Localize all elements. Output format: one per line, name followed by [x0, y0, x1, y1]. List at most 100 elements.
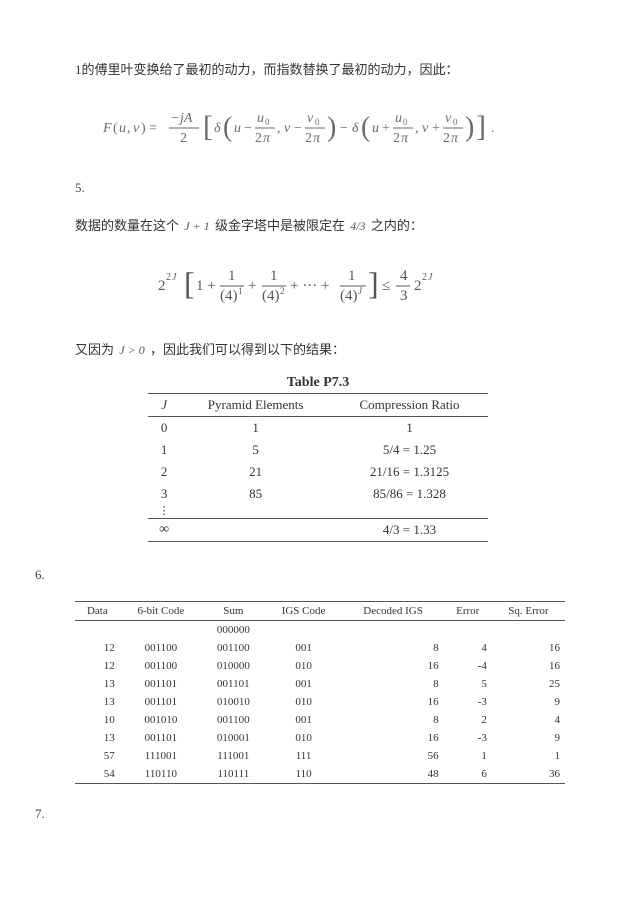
svg-text:v: v	[422, 121, 429, 136]
table-cell: 5	[444, 675, 492, 693]
table-cell: 010	[265, 729, 343, 747]
table-cell: 1	[180, 417, 331, 440]
table-cell: 4/3 = 1.33	[331, 518, 488, 541]
svg-text:2: 2	[414, 278, 422, 294]
table-row: 571110011110011115611	[75, 747, 565, 765]
col-data: Data	[75, 601, 120, 620]
svg-text:+: +	[382, 121, 390, 136]
table-p73: J Pyramid Elements Compression Ratio 011…	[148, 393, 488, 542]
table-row-head: J Pyramid Elements Compression Ratio	[148, 394, 488, 417]
col-igs: IGS Code	[265, 601, 343, 620]
table-p73-wrap: Table P7.3 J Pyramid Elements Compressio…	[148, 375, 488, 542]
table-cell: 13	[75, 729, 120, 747]
svg-text:]: ]	[476, 110, 486, 143]
equation-fourier: F ( u , v ) = −jA 2 [ δ ( u − u0 2π	[75, 106, 561, 150]
svg-text:2: 2	[393, 131, 400, 146]
table-cell: 16	[343, 693, 444, 711]
svg-text:+: +	[248, 278, 256, 294]
svg-text:(: (	[113, 121, 118, 136]
svg-text:1: 1	[270, 268, 278, 284]
table-cell: 110	[265, 765, 343, 784]
table-cell: 111	[265, 747, 343, 765]
table-cell: 001101	[120, 675, 202, 693]
table-cell: 6	[444, 765, 492, 784]
inline-math-43: 4/3	[348, 219, 367, 233]
svg-text:0: 0	[453, 117, 458, 127]
vdots-icon: ⋮	[148, 505, 180, 518]
svg-text:2: 2	[422, 272, 427, 283]
svg-text:2: 2	[255, 131, 262, 146]
table-cell: 001	[265, 675, 343, 693]
table-cell: -3	[444, 693, 492, 711]
table-cell	[120, 620, 202, 639]
svg-text:J: J	[428, 272, 433, 283]
table-cell: 12	[75, 639, 120, 657]
table-cell: 1	[492, 747, 565, 765]
table-cell	[492, 620, 565, 639]
svg-text:−: −	[340, 121, 348, 136]
table-cell: 85	[180, 483, 331, 505]
table-cell: 111001	[120, 747, 202, 765]
table-cell: 1	[148, 439, 180, 461]
table-cell: 57	[75, 747, 120, 765]
svg-text:,: ,	[277, 121, 281, 136]
svg-text:π: π	[401, 131, 409, 146]
svg-text:2: 2	[180, 131, 187, 146]
svg-text:v: v	[284, 121, 291, 136]
inline-math-jplus1: J + 1	[182, 219, 211, 233]
col-sqerr: Sq. Error	[492, 601, 565, 620]
table-row: 011	[148, 417, 488, 440]
table-cell: 25	[492, 675, 565, 693]
svg-text:1: 1	[348, 268, 356, 284]
table-cell: 010	[265, 657, 343, 675]
table-row: 10001010001100001824	[75, 711, 565, 729]
svg-text:+: +	[432, 121, 440, 136]
table-row: 130011010011010018525	[75, 675, 565, 693]
table-row: 5411011011011111048636	[75, 765, 565, 784]
svg-text:(4): (4)	[220, 288, 238, 304]
svg-text:u: u	[257, 111, 264, 126]
svg-text:,: ,	[415, 121, 419, 136]
col-decoded: Decoded IGS	[343, 601, 444, 620]
col-error: Error	[444, 601, 492, 620]
col-6bit: 6-bit Code	[120, 601, 202, 620]
table-row-head: Data 6-bit Code Sum IGS Code Decoded IGS…	[75, 601, 565, 620]
table-row: 22121/16 = 1.3125	[148, 461, 488, 483]
svg-text:1: 1	[228, 268, 236, 284]
table-row: 38585/86 = 1.328	[148, 483, 488, 505]
col-J: J	[148, 394, 180, 417]
svg-text:]: ]	[368, 265, 379, 301]
table-cell: 13	[75, 675, 120, 693]
svg-text:0: 0	[265, 117, 270, 127]
table-cell: ∞	[148, 518, 180, 541]
svg-text:π: π	[263, 131, 271, 146]
table-igs-wrap: Data 6-bit Code Sum IGS Code Decoded IGS…	[75, 601, 565, 784]
svg-text:v: v	[307, 111, 314, 126]
svg-text:,: ,	[127, 121, 131, 136]
svg-text:−: −	[244, 121, 252, 136]
table-cell: 000000	[202, 620, 264, 639]
svg-text:0: 0	[315, 117, 320, 127]
equation-series-bound: 2 2 J [ 1 + 1 (4)1 + 1 (4)2 + ··· + 1 (4…	[75, 262, 561, 310]
text-span: 又因为	[75, 342, 117, 357]
table-p73-title: Table P7.3	[148, 375, 488, 393]
table-cell	[180, 505, 331, 518]
table-cell: 111001	[202, 747, 264, 765]
svg-text:u: u	[234, 121, 241, 136]
table-cell: 010	[265, 693, 343, 711]
table-igs: Data 6-bit Code Sum IGS Code Decoded IGS…	[75, 601, 565, 784]
svg-text:v: v	[445, 111, 452, 126]
table-cell: 1	[444, 747, 492, 765]
svg-text:F: F	[103, 121, 112, 136]
svg-text:2: 2	[280, 286, 285, 296]
paragraph-result: 又因为 J > 0 ，因此我们可以得到以下的结果：	[75, 340, 561, 361]
table-cell: 16	[492, 657, 565, 675]
table-cell	[343, 620, 444, 639]
section-6-head: 6.	[35, 567, 561, 583]
col-compression-ratio: Compression Ratio	[331, 394, 488, 417]
document-page: 1的傅里叶变换给了最初的动力，而指数替换了最初的动力，因此： F ( u , v…	[0, 0, 636, 900]
table-row: 120011000011000018416	[75, 639, 565, 657]
svg-text:): )	[327, 112, 336, 143]
section-7-head: 7.	[35, 806, 561, 822]
svg-text:J: J	[172, 272, 177, 283]
